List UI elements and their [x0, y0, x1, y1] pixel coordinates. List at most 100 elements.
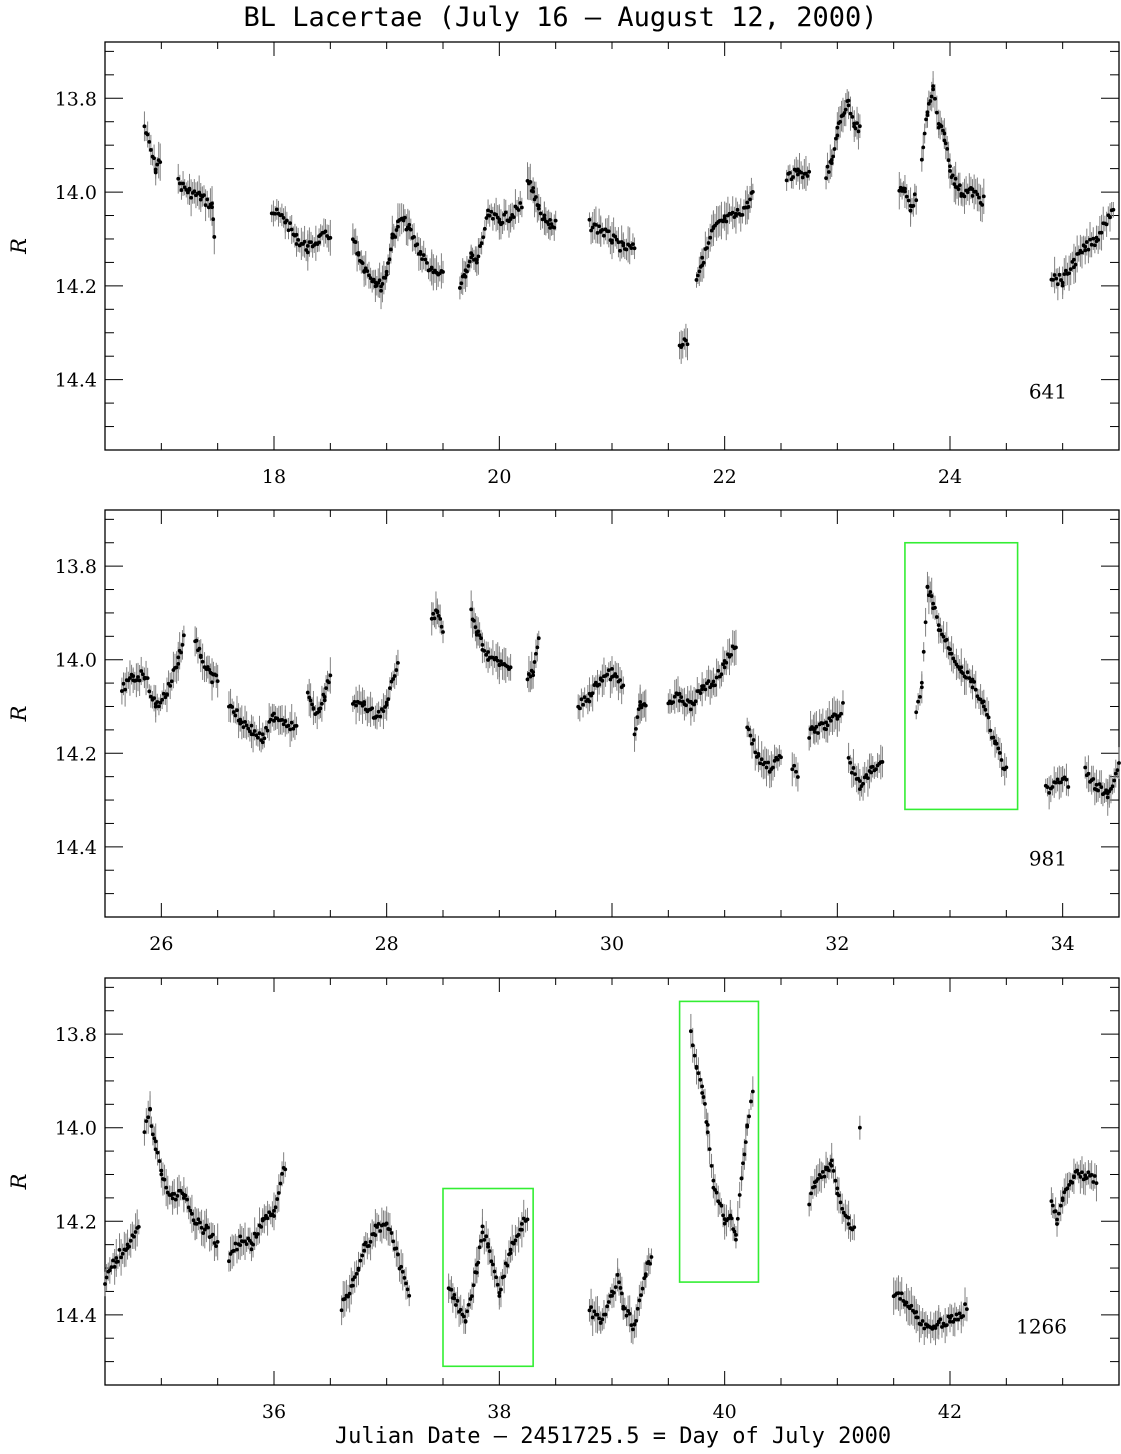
- data-point: [600, 227, 605, 232]
- data-point: [140, 672, 145, 677]
- data-point: [729, 652, 734, 657]
- data-point: [265, 1216, 270, 1221]
- data-point: [367, 273, 371, 278]
- data-point: [734, 213, 738, 218]
- data-point: [1086, 1170, 1091, 1175]
- data-point: [812, 730, 817, 734]
- data-point: [462, 1314, 466, 1319]
- data-point: [918, 694, 922, 699]
- data-point: [942, 131, 947, 136]
- data-point: [999, 758, 1004, 762]
- data-point: [835, 133, 840, 138]
- data-point: [857, 779, 862, 783]
- data-point: [606, 229, 611, 234]
- data-point: [732, 1229, 737, 1234]
- data-point: [375, 714, 379, 719]
- data-point: [846, 1215, 851, 1220]
- data-point: [307, 695, 312, 700]
- data-point: [589, 228, 593, 233]
- data-point: [874, 767, 878, 772]
- data-point: [684, 338, 688, 343]
- data-point: [249, 1247, 254, 1252]
- data-point: [1072, 257, 1076, 262]
- data-point: [771, 765, 775, 770]
- data-point: [260, 740, 265, 745]
- data-segment: [350, 203, 445, 310]
- data-point: [764, 765, 769, 770]
- data-point: [831, 1169, 836, 1173]
- data-point: [305, 244, 310, 248]
- data-point: [152, 1136, 157, 1141]
- data-point: [391, 677, 396, 681]
- data-point: [896, 1291, 901, 1296]
- data-point: [978, 697, 983, 702]
- data-point: [921, 145, 926, 150]
- data-point: [590, 1315, 595, 1320]
- data-point: [857, 1125, 862, 1130]
- data-point: [268, 717, 273, 722]
- data-point: [613, 1285, 618, 1290]
- data-point: [1055, 1222, 1059, 1226]
- data-point: [179, 650, 183, 655]
- data-point: [479, 1238, 483, 1243]
- data-point: [244, 1242, 249, 1247]
- data-point: [322, 698, 327, 703]
- data-point: [685, 342, 690, 347]
- data-point: [1059, 780, 1063, 785]
- data-segment: [193, 626, 220, 701]
- data-point: [1084, 1176, 1089, 1180]
- data-point: [606, 1300, 611, 1304]
- data-point: [465, 1309, 470, 1314]
- data-point: [519, 205, 524, 210]
- data-point: [139, 669, 144, 673]
- data-point: [1089, 242, 1094, 247]
- data-point: [214, 1244, 218, 1249]
- data-point: [952, 182, 957, 187]
- data-point: [637, 1298, 642, 1303]
- data-point: [906, 198, 911, 203]
- data-point: [305, 690, 310, 695]
- data-point: [393, 235, 398, 239]
- y-axis-label: R: [7, 1173, 31, 1190]
- data-point: [367, 1244, 371, 1248]
- data-point: [925, 585, 930, 589]
- data-point: [703, 687, 708, 692]
- data-point: [835, 1186, 840, 1191]
- data-segment: [176, 163, 217, 255]
- data-point: [825, 723, 830, 728]
- data-point: [128, 1238, 133, 1243]
- data-point: [284, 218, 289, 223]
- data-point: [1057, 272, 1062, 277]
- data-point: [455, 1298, 460, 1303]
- data-point: [1062, 1190, 1067, 1195]
- data-point: [328, 235, 333, 240]
- data-segment: [688, 1013, 755, 1249]
- x-tick-label: 32: [825, 933, 849, 955]
- data-point: [1104, 788, 1109, 793]
- data-point: [532, 660, 537, 664]
- data-point: [621, 683, 626, 688]
- data-point: [852, 121, 857, 126]
- data-point: [172, 1191, 177, 1196]
- data-point: [188, 1208, 193, 1213]
- data-point: [525, 677, 530, 682]
- data-point: [342, 1297, 347, 1301]
- data-point: [489, 1259, 494, 1264]
- data-point: [964, 675, 968, 680]
- data-point: [688, 1029, 693, 1034]
- data-point: [215, 679, 220, 684]
- data-point: [179, 188, 184, 192]
- data-point: [980, 203, 985, 207]
- data-point: [148, 1106, 152, 1111]
- data-segment: [429, 591, 445, 644]
- data-point: [707, 1147, 712, 1152]
- data-point: [1094, 1181, 1099, 1186]
- data-point: [531, 673, 536, 678]
- data-point: [701, 684, 706, 688]
- data-point: [1062, 272, 1067, 277]
- data-point: [1068, 267, 1073, 272]
- data-point: [294, 242, 299, 246]
- data-point: [160, 697, 165, 702]
- data-point: [394, 228, 399, 232]
- data-point: [853, 772, 857, 777]
